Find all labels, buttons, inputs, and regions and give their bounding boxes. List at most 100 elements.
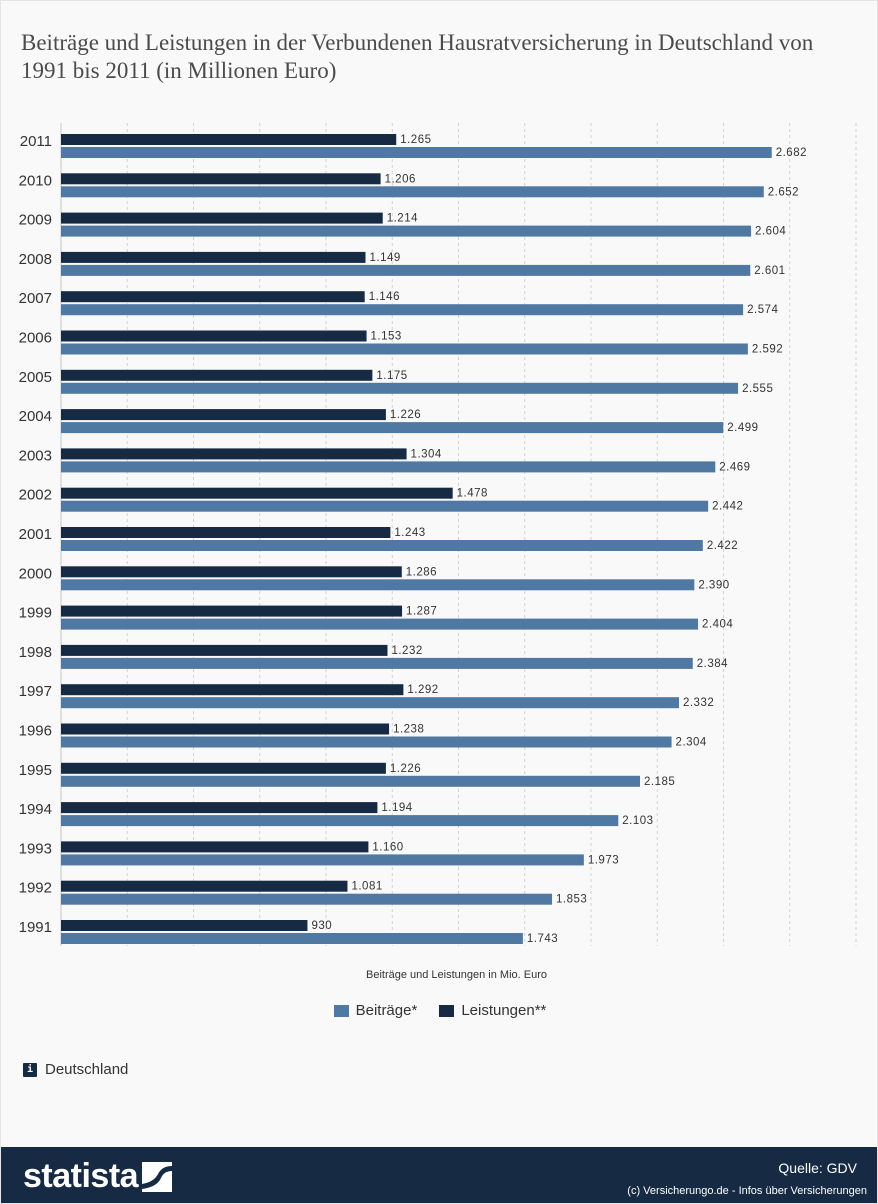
data-label: 930 [311,920,332,932]
bar-beitraege[interactable] [61,540,703,551]
year-tick-label: 1992 [19,880,52,897]
bar-leistungen[interactable] [61,723,390,735]
data-label: 2.604 [755,226,786,238]
chart-title: Beiträge und Leistungen in der Verbunden… [21,30,814,83]
data-label: 2.682 [776,147,807,159]
bar-beitraege[interactable] [61,264,751,276]
data-label: 1.853 [556,894,587,906]
data-label: 1.232 [391,645,422,657]
statista-logo-mark-icon [142,1161,173,1192]
year-tick-label: 2002 [19,487,52,504]
year-tick-label: 2009 [19,212,52,229]
bar-beitraege[interactable] [61,343,748,355]
year-tick-label: 1998 [19,644,52,661]
x-axis-title: Beiträge und Leistungen in Mio. Euro [366,969,547,981]
bar-leistungen[interactable] [61,212,383,224]
year-tick-label: 1997 [19,683,52,700]
bar-beitraege[interactable] [61,304,744,316]
bar-leistungen[interactable] [61,409,386,421]
data-label: 2.469 [719,461,750,473]
bar-leistungen[interactable] [61,330,367,342]
data-label: 2.332 [683,697,714,709]
data-label: 1.286 [406,566,437,578]
data-label: 2.601 [754,265,785,277]
bar-leistungen[interactable] [61,487,453,499]
year-tick-label: 2001 [19,526,52,543]
data-label: 1.160 [372,841,403,853]
year-tick-label: 2000 [19,565,52,582]
bar-beitraege[interactable] [61,933,523,944]
data-label: 1.265 [400,134,431,146]
bar-beitraege[interactable] [61,815,619,827]
legend-swatch-leistungen [439,1004,455,1017]
data-label: 2.384 [697,658,728,670]
copyright-link[interactable]: (c) Versicherungo.de - Infos über Versic… [627,1185,867,1197]
bar-beitraege[interactable] [61,225,752,237]
bar-beitraege[interactable] [61,500,709,512]
data-label: 1.478 [457,488,488,500]
year-tick-label: 1999 [19,605,52,622]
data-label: 1.081 [351,881,382,893]
year-tick-label: 2008 [19,251,52,268]
region-note: i Deutschland [23,1061,128,1078]
data-label: 2.442 [712,501,743,513]
year-tick-label: 1994 [19,801,52,818]
bar-beitraege[interactable] [61,854,584,866]
year-tick-label: 1996 [19,723,52,740]
bar-leistungen[interactable] [61,291,365,303]
data-label: 2.422 [707,540,738,552]
legend-swatch-beitraege [333,1004,349,1017]
year-tick-label: 2004 [19,408,52,425]
bar-leistungen[interactable] [61,566,402,578]
bar-beitraege[interactable] [61,775,641,787]
bar-beitraege[interactable] [61,893,553,905]
bar-leistungen[interactable] [61,527,391,538]
data-label: 1.146 [369,291,400,303]
data-label: 1.226 [390,763,421,775]
bar-leistungen[interactable] [61,173,381,185]
data-label: 1.194 [381,802,412,814]
bar-chart: 2011 1.265 2.682 2010 1.206 2.652 2009 1.214 2.6… [19,123,857,981]
bar-leistungen[interactable] [61,802,378,814]
bar-leistungen[interactable] [61,920,308,931]
info-icon[interactable]: i [23,1062,37,1077]
footer: statista Quelle: GDV (c) Versicherungo.d… [1,1147,877,1203]
data-label: 2.652 [768,186,799,198]
bar-leistungen[interactable] [61,369,373,381]
bar-beitraege[interactable] [61,147,772,158]
legend: Beiträge* Leistungen** [1,1002,878,1019]
data-label: 2.592 [752,344,783,356]
bar-leistungen[interactable] [61,251,366,263]
year-tick-label: 2003 [19,447,52,464]
data-label: 1.226 [390,409,421,421]
year-tick-label: 2011 [20,133,52,150]
bar-leistungen[interactable] [61,684,404,696]
bar-beitraege[interactable] [61,657,693,669]
bar-leistungen[interactable] [61,644,388,656]
data-label: 2.390 [698,579,729,591]
legend-item-beitraege[interactable]: Beiträge* [333,1002,417,1019]
bar-leistungen[interactable] [61,605,403,617]
year-tick-label: 2010 [19,172,52,189]
bar-beitraege[interactable] [61,618,699,630]
bar-leistungen[interactable] [61,880,348,892]
bar-leistungen[interactable] [61,762,386,774]
data-label: 1.743 [527,933,558,945]
year-tick-label: 2005 [19,369,52,386]
bar-leistungen[interactable] [61,841,369,853]
statista-logo[interactable]: statista [23,1157,173,1196]
bar-beitraege[interactable] [61,579,695,591]
data-label: 1.243 [394,527,425,539]
bar-beitraege[interactable] [61,382,739,394]
bar-beitraege[interactable] [61,461,716,473]
bar-leistungen[interactable] [61,448,407,460]
bar-beitraege[interactable] [61,736,672,748]
bar-beitraege[interactable] [61,186,764,198]
bar-beitraege[interactable] [61,697,679,709]
source-label: Quelle: GDV [778,1160,857,1176]
bar-beitraege[interactable] [61,422,724,434]
bar-leistungen[interactable] [61,134,397,145]
legend-label-leistungen: Leistungen** [461,1002,547,1019]
legend-item-leistungen[interactable]: Leistungen** [439,1002,546,1019]
